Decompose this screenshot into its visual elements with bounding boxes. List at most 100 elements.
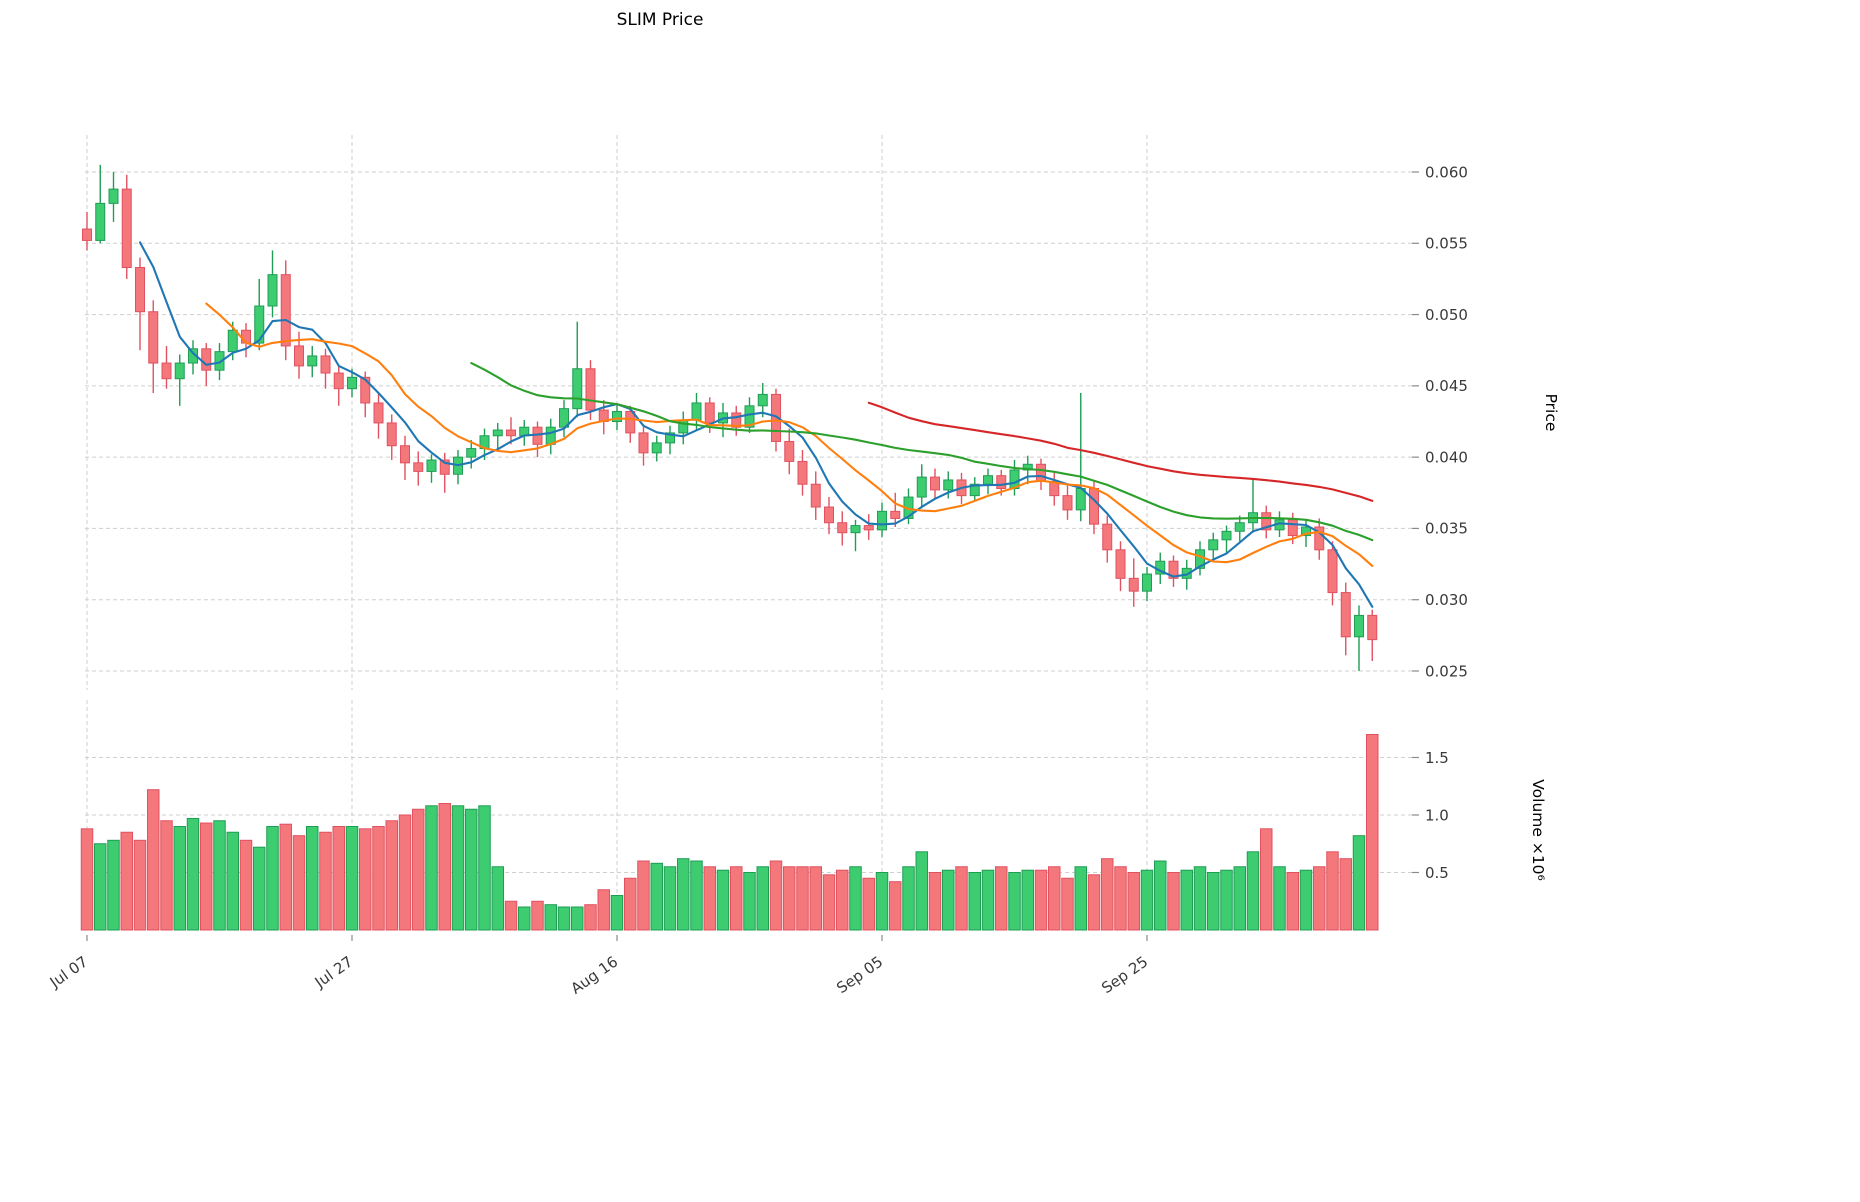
candle-body bbox=[148, 311, 159, 364]
candle-body bbox=[943, 479, 954, 491]
price-tick-label: 0.055 bbox=[1425, 235, 1468, 253]
volume-bar bbox=[1074, 866, 1087, 931]
x-tick-label: Jul 27 bbox=[311, 953, 357, 992]
candle-body bbox=[1208, 539, 1219, 551]
volume-bar bbox=[425, 805, 438, 931]
candle-body bbox=[333, 372, 344, 390]
volume-tick-label: 1.0 bbox=[1425, 806, 1449, 824]
volume-bar bbox=[557, 906, 571, 931]
candle-body bbox=[877, 510, 887, 531]
x-axis-labels: Jul 07 Jul 27 Aug 16 Sep 05 Sep 25 bbox=[46, 935, 1151, 998]
candle-body bbox=[121, 188, 132, 269]
candle-body bbox=[1089, 488, 1099, 525]
candle-body bbox=[969, 483, 980, 497]
volume-bar bbox=[1101, 858, 1114, 931]
volume-bar bbox=[955, 866, 968, 931]
candle-body bbox=[135, 267, 145, 313]
volume-bar bbox=[703, 866, 716, 931]
volume-bar bbox=[663, 866, 677, 931]
volume-bar bbox=[796, 866, 809, 931]
candle-body bbox=[1340, 592, 1351, 638]
candle-body bbox=[1221, 530, 1232, 541]
volume-bar bbox=[995, 866, 1008, 931]
volume-bar bbox=[1326, 851, 1339, 931]
candle-body bbox=[492, 429, 503, 437]
ma-lines bbox=[138, 241, 1374, 608]
volume-bar bbox=[1207, 872, 1220, 931]
volume-bar bbox=[94, 843, 107, 931]
candle-body bbox=[810, 483, 821, 508]
candle-body bbox=[1062, 495, 1073, 511]
volume-bar bbox=[1008, 872, 1021, 931]
candle-body bbox=[1287, 519, 1298, 537]
volume-bar bbox=[253, 846, 266, 931]
candle-body bbox=[651, 442, 662, 454]
candle-body bbox=[506, 429, 516, 437]
candle-body bbox=[1115, 549, 1126, 579]
candle-body bbox=[771, 393, 781, 442]
price-tick-label: 0.035 bbox=[1425, 520, 1468, 538]
candle-body bbox=[797, 460, 808, 485]
volume-bar bbox=[1286, 872, 1299, 931]
candle-body bbox=[320, 355, 331, 374]
volume-bar bbox=[213, 820, 226, 931]
candle-body bbox=[1036, 463, 1046, 482]
volume-bar bbox=[690, 860, 703, 931]
candle-body bbox=[983, 475, 993, 485]
volume-bar bbox=[279, 823, 292, 931]
candle-body bbox=[108, 188, 119, 204]
candle-body bbox=[572, 368, 583, 410]
volume-bar bbox=[822, 874, 836, 931]
x-tick-label: Sep 05 bbox=[833, 953, 886, 998]
volume-bar bbox=[292, 835, 306, 931]
volume-bar bbox=[239, 839, 253, 931]
volume-bar bbox=[1114, 866, 1127, 931]
axis-titles: Price Volume ×10⁶ bbox=[1529, 394, 1560, 881]
volume-bar bbox=[1193, 866, 1207, 931]
volume-bar bbox=[677, 858, 690, 931]
candle-body bbox=[373, 402, 384, 424]
price-tick-label: 0.030 bbox=[1425, 591, 1468, 609]
candle-body bbox=[466, 448, 477, 458]
candle-body bbox=[1261, 512, 1272, 531]
candle-body bbox=[1142, 573, 1152, 592]
volume-bar bbox=[186, 817, 200, 931]
x-tick-label: Aug 16 bbox=[567, 953, 621, 998]
volume-bar bbox=[902, 866, 915, 931]
volume-bar bbox=[809, 866, 822, 931]
volume-bar bbox=[266, 826, 279, 931]
volume-bar bbox=[1233, 866, 1246, 931]
candle-body bbox=[837, 522, 848, 534]
candle-body bbox=[1049, 480, 1060, 497]
volume-bar bbox=[836, 869, 849, 931]
volume-bar bbox=[531, 900, 544, 931]
candle-body bbox=[890, 510, 901, 519]
volume-bar bbox=[624, 877, 637, 931]
volume-bar bbox=[756, 866, 769, 931]
candle-body bbox=[1234, 522, 1245, 532]
candle-body bbox=[347, 376, 357, 390]
volume-bar bbox=[942, 869, 955, 931]
candle-body bbox=[731, 412, 742, 428]
candle-body bbox=[254, 305, 265, 344]
volume-bar bbox=[398, 814, 412, 931]
volume-bar bbox=[571, 906, 584, 931]
volume-bar bbox=[133, 839, 147, 931]
price-tick-label: 0.060 bbox=[1425, 163, 1468, 181]
volume-bar bbox=[875, 872, 889, 931]
volume-bar bbox=[518, 906, 531, 931]
volume-bar bbox=[345, 826, 359, 931]
volume-bar bbox=[359, 828, 372, 931]
candle-body bbox=[1314, 526, 1325, 551]
volume-bar bbox=[451, 805, 465, 931]
candle-body bbox=[307, 355, 318, 367]
volume-bar bbox=[1352, 835, 1366, 931]
candle-body bbox=[625, 411, 636, 434]
volume-bar bbox=[120, 831, 133, 931]
volume-bar bbox=[438, 803, 451, 931]
candle-body bbox=[1181, 567, 1192, 579]
candle-body bbox=[1102, 523, 1113, 551]
candle-body bbox=[691, 402, 702, 421]
volume-bar bbox=[147, 789, 160, 931]
candle-body bbox=[585, 368, 596, 411]
